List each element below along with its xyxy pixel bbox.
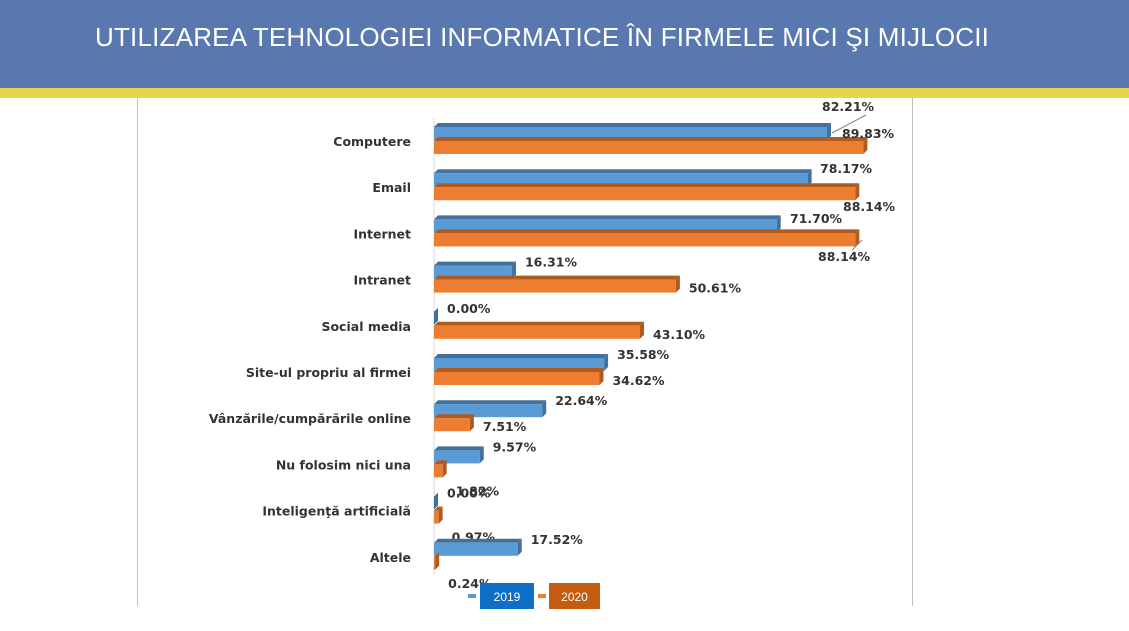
legend-marker-2020 <box>538 594 546 598</box>
bar-top-2019 <box>434 538 522 543</box>
data-label-2020: 7.51% <box>483 419 527 434</box>
category-label: Computere <box>333 134 411 149</box>
data-label-2019: 71.70% <box>790 211 843 226</box>
data-label-2019: 0.00% <box>447 486 491 501</box>
bar-2019 <box>434 404 543 418</box>
legend-box-2019 <box>480 583 534 609</box>
bar-top-2020 <box>434 229 860 234</box>
bar-2020 <box>434 279 676 293</box>
chart-frame-left-border <box>137 98 138 606</box>
legend-label-2019: 2019 <box>494 590 521 604</box>
category-label: Nu folosim nici una <box>276 457 411 472</box>
bar-top-2020 <box>434 183 860 188</box>
bar-2020 <box>434 372 600 385</box>
leader-line <box>831 114 867 134</box>
bar-2020 <box>434 187 856 201</box>
slide-title: UTILIZAREA TEHNOLOGIEI INFORMATICE ÎN FI… <box>95 22 990 52</box>
data-label-2020: 43.10% <box>653 327 706 342</box>
data-label-2019: 17.52% <box>531 532 584 547</box>
bar-top-2019 <box>434 215 781 220</box>
bar-top-2019 <box>434 123 831 127</box>
bar-2019 <box>434 542 518 556</box>
category-label: Email <box>372 180 411 195</box>
bar-side-2020 <box>863 137 868 154</box>
bar-side-2020 <box>442 460 447 478</box>
category-label: Site-ul propriu al firmei <box>246 365 411 380</box>
bar-side-2020 <box>640 321 645 339</box>
bar-top-2019 <box>434 446 484 451</box>
bar-top-2020 <box>434 460 447 465</box>
data-label-2020: 88.14% <box>843 199 896 214</box>
bar-side-2020 <box>675 275 680 293</box>
bar-2019 <box>434 127 827 140</box>
bar-top-2020 <box>434 506 443 511</box>
bar-side-2020 <box>438 506 443 524</box>
bar-2020 <box>434 418 470 432</box>
bar-side-2020 <box>855 183 860 201</box>
data-label-2020: 50.61% <box>689 281 742 296</box>
bar-2019 <box>434 265 512 279</box>
bar-side-2019 <box>434 492 438 510</box>
bar-top-2020 <box>434 552 440 557</box>
bar-top-2019 <box>434 400 547 405</box>
bar-side-2019 <box>517 538 522 556</box>
bar-2019 <box>434 358 605 371</box>
bar-top-2020 <box>434 321 645 326</box>
bar-side-2020 <box>469 414 474 432</box>
legend-label-2020: 2020 <box>561 590 588 604</box>
bar-side-2019 <box>542 400 547 418</box>
bar-2019 <box>434 450 480 464</box>
leader-line <box>851 239 863 251</box>
data-label-2019: 78.17% <box>820 161 873 176</box>
bar-side-2020 <box>855 229 860 247</box>
category-label: Vânzările/cumpărările online <box>209 411 411 426</box>
bar-2019 <box>434 173 808 187</box>
bar-side-2019 <box>511 261 516 279</box>
category-label: Social media <box>321 319 411 334</box>
data-label-2019: 9.57% <box>493 439 537 454</box>
bar-top-2019 <box>434 354 609 358</box>
bar-top-2020 <box>434 275 680 280</box>
bar-2020 <box>434 510 439 524</box>
legend-box-2020 <box>549 583 600 609</box>
bar-2020 <box>434 141 864 154</box>
slide-header: UTILIZAREA TEHNOLOGIEI INFORMATICE ÎN FI… <box>0 0 1129 88</box>
category-label: Inteligenţă artificială <box>262 504 411 519</box>
data-label-2019: 16.31% <box>525 255 578 270</box>
data-label-2020: 1.82% <box>456 483 500 498</box>
bar-2020 <box>434 556 436 570</box>
category-label: Altele <box>370 550 411 565</box>
bar-side-2019 <box>604 354 609 371</box>
category-label: Internet <box>353 226 411 241</box>
data-label-2020: 34.62% <box>612 373 665 388</box>
legend-marker-2019 <box>468 594 476 598</box>
data-label-2020: 88.14% <box>818 249 871 264</box>
chart-frame-right-border <box>912 98 913 606</box>
bar-top-2020 <box>434 137 868 141</box>
bar-top-2019 <box>434 261 516 266</box>
bar-top-2020 <box>434 368 604 372</box>
bar-top-2019 <box>434 169 812 174</box>
data-label-2019: 0.00% <box>447 301 491 316</box>
bar-2019 <box>434 219 777 233</box>
bar-side-2019 <box>434 307 438 325</box>
bar-side-2019 <box>807 169 812 187</box>
bar-side-2020 <box>599 368 604 385</box>
data-label-2019: 22.64% <box>555 393 608 408</box>
bar-side-2019 <box>826 123 831 140</box>
bar-side-2019 <box>479 446 484 464</box>
bar-2020 <box>434 325 641 339</box>
data-label-2020: 89.83% <box>842 126 895 141</box>
header-accent-stripe <box>0 88 1129 98</box>
bar-2020 <box>434 233 856 247</box>
category-label: Intranet <box>354 273 412 288</box>
bar-side-2020 <box>435 552 440 570</box>
data-label-2019: 35.58% <box>617 347 670 362</box>
bar-top-2020 <box>434 414 474 419</box>
bar-side-2019 <box>776 215 781 233</box>
data-label-2019: 82.21% <box>822 99 875 114</box>
bar-2020 <box>434 464 443 478</box>
